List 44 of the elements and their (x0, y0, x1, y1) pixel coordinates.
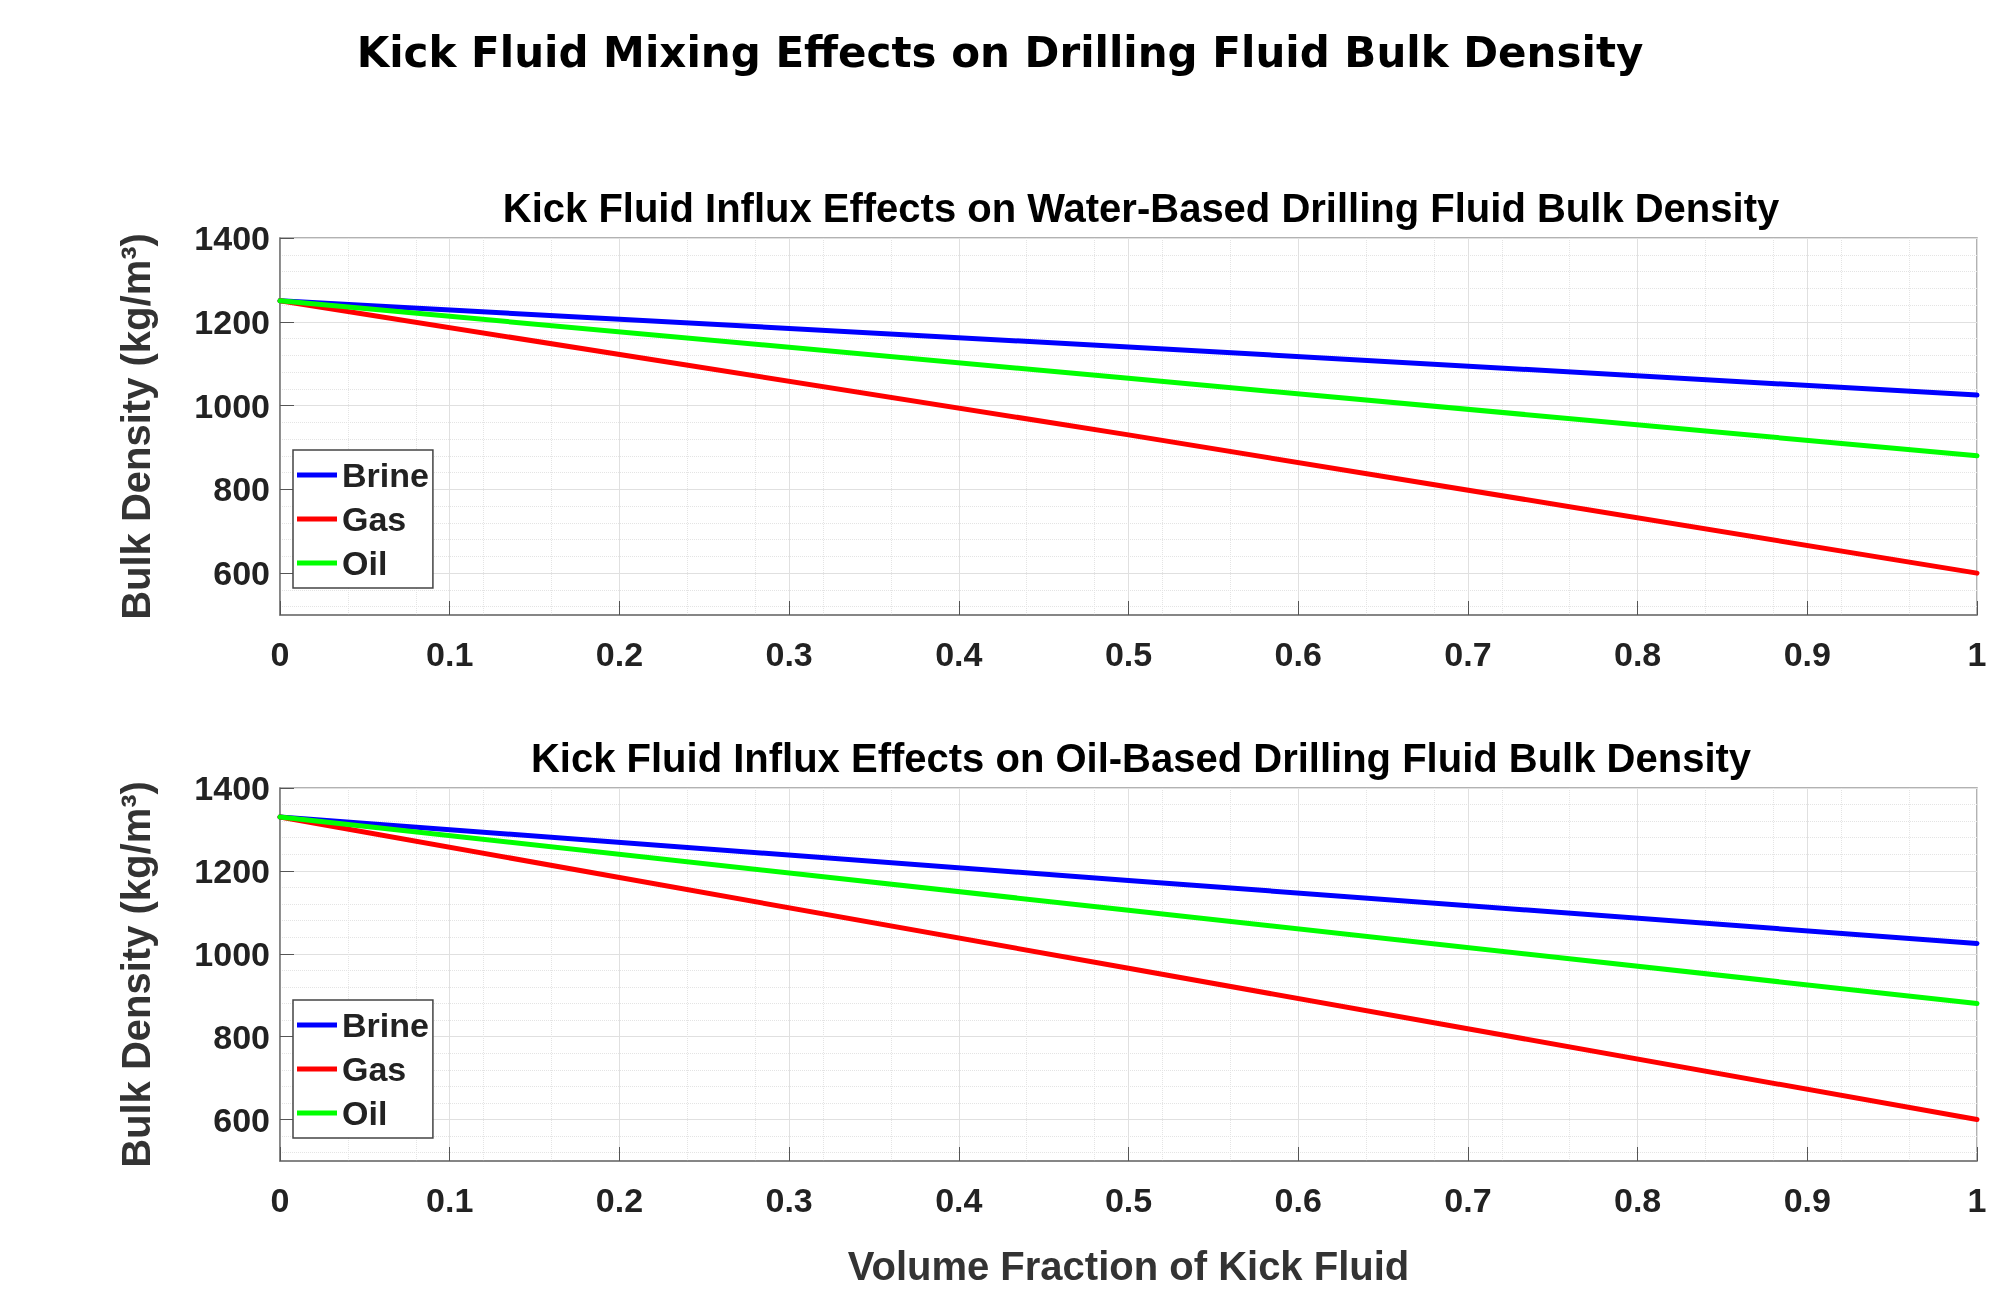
x-tick-label: 0.6 (1274, 635, 1322, 673)
x-tick-label: 0.7 (1444, 1181, 1492, 1219)
x-axis-title: Volume Fraction of Kick Fluid (847, 1244, 1410, 1288)
x-tick-label: 0.5 (1104, 1181, 1153, 1219)
x-tick-label: 1 (1967, 635, 1987, 673)
x-tick-label: 0.4 (935, 635, 983, 673)
legend-label: Brine (342, 1006, 429, 1044)
y-tick-label: 600 (213, 1100, 270, 1139)
chart-title: Kick Fluid Mixing Effects on Drilling Fluid Bulk Density (356, 27, 1644, 77)
y-axis-title: Bulk Density (kg/m³) (114, 781, 158, 1168)
y-tick-label: 1400 (194, 769, 270, 807)
y-tick-label: 1400 (194, 219, 270, 257)
chart-title: Kick Fluid Influx Effects on Oil-Based Drilling Fluid Bulk Density (530, 736, 1752, 780)
x-tick-label: 0.5 (1104, 635, 1153, 673)
legend-label: Gas (342, 1050, 407, 1088)
y-tick-label: 1200 (194, 302, 270, 341)
y-axis-title: Bulk Density (kg/m³) (114, 233, 158, 620)
x-tick-label: 0.4 (935, 1181, 983, 1219)
chart-subtitle: Kick Fluid Influx Effects on Water-Based Drilling Fluid Bulk Density (502, 186, 1780, 230)
x-tick-label: 0.9 (1783, 635, 1831, 673)
x-tick-label: 0.3 (765, 635, 813, 673)
y-tick-label: 1000 (194, 934, 270, 973)
x-tick-label: 0.8 (1613, 1181, 1662, 1219)
y-tick-label: 800 (213, 1017, 270, 1056)
x-tick-label: 0.1 (426, 635, 474, 673)
x-tick-label: 0.1 (426, 1181, 474, 1219)
legend-label: Gas (342, 500, 407, 538)
x-tick-label: 0.2 (595, 1181, 644, 1219)
x-tick-label: 0.9 (1783, 1181, 1831, 1219)
x-tick-label: 0.6 (1274, 1181, 1322, 1219)
x-tick-label: 0.7 (1444, 635, 1492, 673)
x-tick-label: 0 (270, 635, 290, 673)
x-tick-label: 0.8 (1613, 635, 1662, 673)
y-tick-label: 600 (213, 554, 270, 593)
x-tick-label: 0 (270, 1181, 290, 1219)
y-tick-label: 1000 (194, 386, 270, 425)
legend-label: Brine (342, 456, 429, 494)
legend-label: Oil (342, 544, 388, 582)
x-tick-label: 0.2 (595, 635, 644, 673)
x-tick-label: 1 (1967, 1181, 1987, 1219)
x-tick-label: 0.3 (765, 1181, 813, 1219)
y-tick-label: 800 (213, 470, 270, 509)
legend-label: Oil (342, 1094, 388, 1132)
y-tick-label: 1200 (194, 851, 270, 890)
